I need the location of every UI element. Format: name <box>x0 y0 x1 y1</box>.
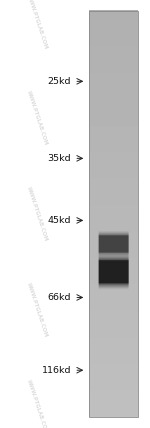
FancyBboxPatch shape <box>99 257 129 287</box>
FancyBboxPatch shape <box>99 232 129 256</box>
FancyBboxPatch shape <box>99 260 128 283</box>
FancyBboxPatch shape <box>99 233 129 255</box>
Text: WWW.PTGLAB.COM: WWW.PTGLAB.COM <box>26 186 49 242</box>
FancyBboxPatch shape <box>99 259 129 285</box>
Text: WWW.PTGLAB.COM: WWW.PTGLAB.COM <box>26 282 49 339</box>
FancyBboxPatch shape <box>99 233 129 255</box>
Text: 66kd: 66kd <box>48 293 71 302</box>
FancyBboxPatch shape <box>99 235 128 253</box>
Text: 116kd: 116kd <box>42 366 71 375</box>
FancyBboxPatch shape <box>99 257 129 286</box>
FancyBboxPatch shape <box>99 234 129 254</box>
FancyBboxPatch shape <box>99 260 129 284</box>
Text: WWW.PTGLAB.COM: WWW.PTGLAB.COM <box>26 378 49 428</box>
Text: 25kd: 25kd <box>48 77 71 86</box>
FancyBboxPatch shape <box>99 256 129 288</box>
FancyBboxPatch shape <box>99 234 129 254</box>
Text: 35kd: 35kd <box>48 154 71 163</box>
FancyBboxPatch shape <box>99 235 129 253</box>
Text: WWW.PTGLAB.COM: WWW.PTGLAB.COM <box>26 89 49 146</box>
FancyBboxPatch shape <box>99 256 129 288</box>
Bar <box>89 11 138 417</box>
Text: WWW.PTGLAB.COM: WWW.PTGLAB.COM <box>26 0 49 50</box>
FancyBboxPatch shape <box>99 259 129 284</box>
Text: 45kd: 45kd <box>48 216 71 225</box>
FancyBboxPatch shape <box>99 258 129 285</box>
FancyBboxPatch shape <box>99 235 129 253</box>
